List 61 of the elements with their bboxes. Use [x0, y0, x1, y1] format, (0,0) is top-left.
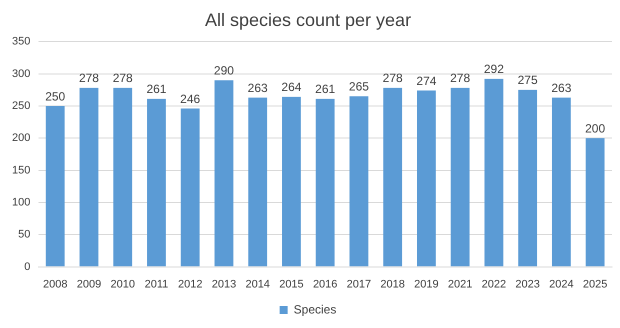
chart-title: All species count per year	[204, 10, 412, 30]
x-tick-label: 2014	[245, 278, 270, 290]
y-tick-label: 300	[12, 68, 30, 80]
bar	[180, 108, 200, 266]
data-label: 263	[551, 80, 572, 95]
legend-label: Species	[294, 302, 336, 316]
data-label: 292	[484, 62, 504, 76]
x-tick-label: 2009	[76, 278, 102, 290]
bar	[214, 80, 234, 266]
bar	[383, 88, 402, 266]
x-tick-label: 2023	[515, 278, 540, 290]
bar	[518, 90, 538, 266]
bar	[350, 96, 368, 266]
data-label: 200	[585, 121, 606, 136]
x-tick-label: 2019	[414, 278, 439, 290]
data-label: 278	[112, 71, 134, 86]
bar	[552, 98, 571, 266]
x-tick-label: 2013	[212, 278, 236, 290]
bar	[80, 88, 98, 266]
x-tick-label: 2025	[582, 278, 608, 290]
data-label: 278	[382, 71, 403, 86]
x-tick-label: 2017	[346, 278, 372, 290]
bar	[46, 106, 65, 266]
y-tick-label: 0	[24, 260, 30, 273]
y-tick-label: 350	[12, 36, 30, 48]
data-label: 275	[518, 73, 538, 88]
bar	[586, 138, 605, 266]
y-tick-label: 250	[12, 100, 30, 112]
bar	[416, 90, 436, 266]
x-tick-label: 2015	[279, 278, 304, 290]
data-label: 278	[78, 71, 100, 86]
x-tick-label: 2010	[110, 278, 135, 290]
data-label: 264	[281, 80, 302, 94]
bar	[113, 88, 132, 266]
bar	[147, 98, 166, 266]
bar	[484, 78, 504, 266]
data-label: 263	[248, 80, 268, 95]
x-tick-label: 2012	[178, 278, 202, 290]
x-tick-label: 2011	[144, 278, 168, 290]
y-tick-label: 150	[12, 164, 30, 176]
data-label: 261	[146, 82, 167, 96]
data-label: 250	[45, 89, 66, 104]
data-label: 265	[348, 80, 370, 94]
bar	[248, 98, 268, 266]
y-tick-label: 200	[12, 132, 30, 144]
y-tick-label: 100	[12, 196, 30, 208]
x-tick-label: 2022	[482, 278, 506, 290]
data-label: 246	[180, 92, 201, 106]
x-tick-label: 2018	[380, 278, 405, 290]
x-tick-label: 2024	[549, 278, 574, 290]
data-label: 261	[315, 82, 336, 96]
bar	[282, 96, 301, 266]
data-label: 278	[450, 71, 470, 86]
bar	[450, 88, 470, 266]
x-tick-label: 2008	[42, 278, 68, 290]
x-tick-label: 2021	[448, 278, 472, 290]
data-label: 290	[214, 64, 234, 78]
data-label: 274	[416, 74, 437, 88]
x-tick-label: 2016	[312, 278, 338, 290]
bar	[316, 98, 335, 266]
y-tick-label: 50	[18, 228, 30, 241]
